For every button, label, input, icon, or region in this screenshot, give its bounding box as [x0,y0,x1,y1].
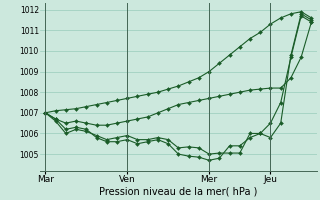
X-axis label: Pression niveau de la mer( hPa ): Pression niveau de la mer( hPa ) [99,187,258,197]
